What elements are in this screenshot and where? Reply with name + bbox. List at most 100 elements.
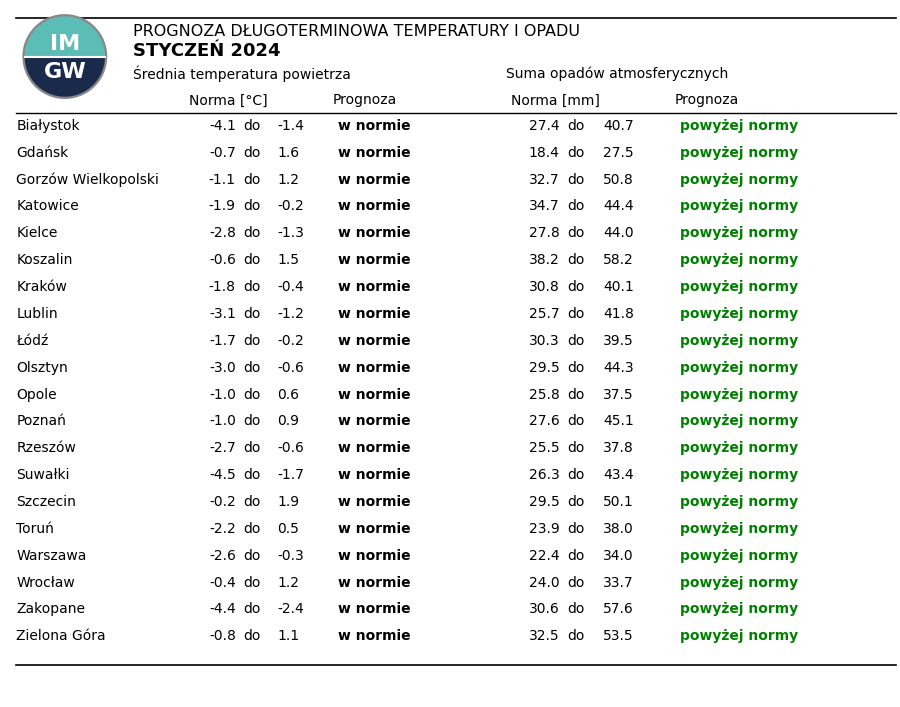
Text: -0.4: -0.4	[209, 575, 236, 590]
Text: do: do	[243, 199, 260, 214]
Text: do: do	[243, 495, 260, 509]
Text: powyżej normy: powyżej normy	[680, 253, 797, 267]
Text: 27.6: 27.6	[529, 414, 560, 428]
Text: 44.3: 44.3	[603, 361, 634, 375]
Text: 22.4: 22.4	[529, 549, 560, 563]
Text: w normie: w normie	[338, 334, 410, 348]
Text: -1.2: -1.2	[277, 307, 304, 321]
Text: 39.5: 39.5	[603, 334, 634, 348]
Text: powyżej normy: powyżej normy	[680, 522, 797, 536]
Text: -0.2: -0.2	[209, 495, 236, 509]
Text: w normie: w normie	[338, 253, 410, 267]
Text: 57.6: 57.6	[603, 602, 634, 617]
Text: 33.7: 33.7	[603, 575, 634, 590]
Text: Średnia temperatura powietrza: Średnia temperatura powietrza	[133, 66, 351, 83]
Text: Zakopane: Zakopane	[16, 602, 86, 617]
Text: Łódź: Łódź	[16, 334, 49, 348]
Text: powyżej normy: powyżej normy	[680, 361, 797, 375]
Text: -2.2: -2.2	[209, 522, 236, 536]
Text: powyżej normy: powyżej normy	[680, 173, 797, 187]
Text: Poznań: Poznań	[16, 414, 66, 428]
Text: 53.5: 53.5	[603, 629, 634, 643]
Text: do: do	[567, 280, 584, 294]
Text: do: do	[567, 575, 584, 590]
Text: powyżej normy: powyżej normy	[680, 549, 797, 563]
Text: powyżej normy: powyżej normy	[680, 575, 797, 590]
Text: w normie: w normie	[338, 549, 410, 563]
Text: 27.4: 27.4	[529, 119, 560, 133]
Text: do: do	[567, 173, 584, 187]
Text: PROGNOZA DŁUGOTERMINOWA TEMPERATURY I OPADU: PROGNOZA DŁUGOTERMINOWA TEMPERATURY I OP…	[133, 24, 580, 40]
Text: -2.6: -2.6	[209, 549, 236, 563]
Text: 37.8: 37.8	[603, 441, 634, 455]
Text: -1.1: -1.1	[209, 173, 236, 187]
Text: do: do	[567, 146, 584, 160]
Text: Norma [°C]: Norma [°C]	[189, 93, 267, 107]
Text: do: do	[243, 280, 260, 294]
Text: do: do	[567, 468, 584, 482]
Text: 50.8: 50.8	[603, 173, 634, 187]
Text: w normie: w normie	[338, 199, 410, 214]
Text: 1.9: 1.9	[277, 495, 300, 509]
Text: -0.6: -0.6	[277, 441, 304, 455]
Text: 38.0: 38.0	[603, 522, 634, 536]
Text: -1.7: -1.7	[209, 334, 236, 348]
Text: -3.0: -3.0	[209, 361, 236, 375]
Text: w normie: w normie	[338, 629, 410, 643]
Text: powyżej normy: powyżej normy	[680, 602, 797, 617]
Text: 25.5: 25.5	[529, 441, 560, 455]
Text: powyżej normy: powyżej normy	[680, 280, 797, 294]
Wedge shape	[24, 57, 105, 97]
Text: Prognoza: Prognoza	[333, 93, 397, 107]
Text: Wrocław: Wrocław	[16, 575, 75, 590]
Text: do: do	[243, 468, 260, 482]
Text: -1.0: -1.0	[209, 414, 236, 428]
Text: w normie: w normie	[338, 441, 410, 455]
Text: do: do	[243, 173, 260, 187]
Text: 32.5: 32.5	[529, 629, 560, 643]
Text: w normie: w normie	[338, 575, 410, 590]
Text: 1.1: 1.1	[277, 629, 300, 643]
Text: do: do	[243, 602, 260, 617]
Text: powyżej normy: powyżej normy	[680, 307, 797, 321]
Text: -1.8: -1.8	[209, 280, 236, 294]
Text: do: do	[243, 253, 260, 267]
Text: Lublin: Lublin	[16, 307, 58, 321]
Text: do: do	[567, 387, 584, 402]
Text: 27.5: 27.5	[603, 146, 634, 160]
Text: w normie: w normie	[338, 307, 410, 321]
Text: Białystok: Białystok	[16, 119, 80, 133]
Text: 41.8: 41.8	[603, 307, 634, 321]
Text: -4.4: -4.4	[209, 602, 236, 617]
Text: 1.6: 1.6	[277, 146, 300, 160]
Text: do: do	[567, 629, 584, 643]
Text: powyżej normy: powyżej normy	[680, 629, 797, 643]
Text: 30.6: 30.6	[529, 602, 560, 617]
Text: 30.3: 30.3	[529, 334, 560, 348]
Text: powyżej normy: powyżej normy	[680, 226, 797, 240]
Text: do: do	[567, 414, 584, 428]
Text: 43.4: 43.4	[603, 468, 634, 482]
Text: -0.8: -0.8	[209, 629, 236, 643]
Text: -3.1: -3.1	[209, 307, 236, 321]
Text: w normie: w normie	[338, 119, 410, 133]
Text: do: do	[567, 602, 584, 617]
Text: do: do	[567, 119, 584, 133]
Text: -0.2: -0.2	[277, 199, 304, 214]
Text: 58.2: 58.2	[603, 253, 634, 267]
Text: 0.9: 0.9	[277, 414, 299, 428]
Text: -0.3: -0.3	[277, 549, 304, 563]
Text: -1.7: -1.7	[277, 468, 304, 482]
Text: 18.4: 18.4	[529, 146, 560, 160]
Text: 1.2: 1.2	[277, 173, 299, 187]
Text: w normie: w normie	[338, 280, 410, 294]
Text: do: do	[243, 575, 260, 590]
Text: do: do	[243, 334, 260, 348]
Text: -0.2: -0.2	[277, 334, 304, 348]
Text: -1.4: -1.4	[277, 119, 304, 133]
Text: Szczecin: Szczecin	[16, 495, 76, 509]
Text: do: do	[243, 441, 260, 455]
Text: Toruń: Toruń	[16, 522, 54, 536]
Text: 50.1: 50.1	[603, 495, 634, 509]
Text: 34.0: 34.0	[603, 549, 634, 563]
